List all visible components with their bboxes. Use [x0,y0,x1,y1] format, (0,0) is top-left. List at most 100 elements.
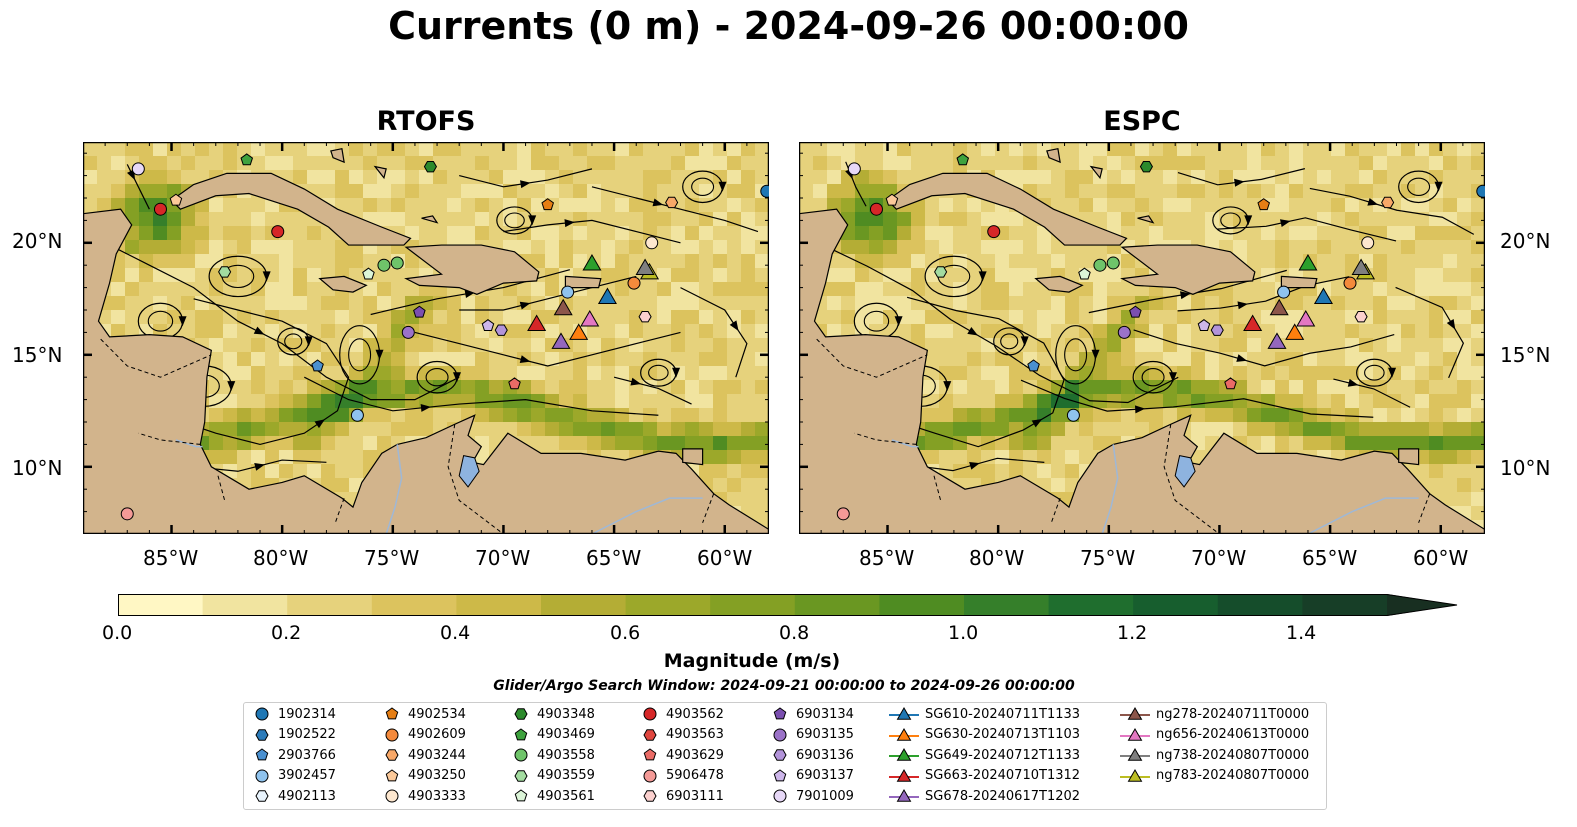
speed-cell [1331,198,1346,213]
speed-cell [1065,436,1080,451]
speed-cell [601,408,616,423]
speed-cell [1233,422,1248,437]
speed-cell [1345,296,1360,311]
speed-cell [1331,184,1346,199]
speed-cell [293,212,308,227]
speed-cell [1023,436,1038,451]
speed-cell [293,310,308,325]
speed-cell [615,240,630,255]
speed-cell [419,142,434,157]
speed-cell [1387,156,1402,171]
speed-cell [251,296,266,311]
speed-cell [629,408,644,423]
eddy-streamline [1407,177,1431,196]
speed-cell [1037,436,1052,451]
speed-cell [925,352,940,367]
speed-cell [615,142,630,157]
speed-cell [685,422,700,437]
speed-cell [1107,352,1122,367]
speed-cell [531,380,546,395]
eddy-streamline [691,177,715,196]
speed-cell [1359,170,1374,185]
speed-cell [1247,282,1262,297]
speed-cell [405,422,420,437]
speed-cell [911,226,926,241]
speed-cell [237,324,252,339]
speed-cell [559,142,574,157]
speed-cell [517,184,532,199]
speed-cell [573,240,588,255]
speed-cell [1443,184,1458,199]
speed-cell [223,296,238,311]
float-legend-marker [385,769,399,782]
speed-cell [1205,310,1220,325]
speed-cell [293,170,308,185]
speed-cell [1051,408,1066,423]
speed-cell [981,324,996,339]
speed-cell [1065,198,1080,213]
speed-cell [293,366,308,381]
speed-cell [755,492,769,507]
speed-cell [489,366,504,381]
speed-cell [475,422,490,437]
speed-cell [1009,296,1024,311]
speed-cell [1191,142,1206,157]
speed-cell [995,450,1010,465]
speed-cell [953,198,968,213]
legend-marker-shape [514,770,528,782]
streamline-arrow [1180,291,1191,300]
speed-cell [97,156,112,171]
speed-cell [573,380,588,395]
speed-cell [1261,296,1276,311]
speed-cell [153,268,168,283]
float-legend-marker [385,789,399,803]
speed-cell [545,240,560,255]
speed-cell [615,366,630,381]
country-border [1163,424,1220,534]
speed-cell [195,226,210,241]
speed-cell [405,184,420,199]
speed-cell [545,296,560,311]
speed-cell [939,212,954,227]
speed-cell [981,156,996,171]
speed-cell [489,408,504,423]
speed-cell [995,268,1010,283]
speed-cell [111,156,126,171]
speed-cell [251,198,266,213]
speed-cell [391,282,406,297]
speed-cell [419,352,434,367]
speed-cell [601,198,616,213]
speed-cell [629,352,644,367]
speed-cell [1065,352,1080,367]
speed-cell [1443,156,1458,171]
speed-cell [1135,226,1150,241]
colorbar-tick-label: 0.6 [610,622,641,644]
speed-cell [517,198,532,213]
speed-cell [741,352,756,367]
speed-cell [587,380,602,395]
speed-cell [1331,394,1346,409]
speed-cell [869,240,884,255]
speed-cell [953,394,968,409]
speed-cell [349,422,364,437]
speed-cell [1051,310,1066,325]
float-legend-marker [514,770,528,782]
legend-marker-shape [773,769,787,782]
streamline-arrow [1236,354,1248,362]
speed-cell [995,240,1010,255]
speed-cell [265,156,280,171]
speed-cell [1373,324,1388,339]
legend-item: SG610-20240711T1133 [889,705,1080,723]
speed-cell [531,198,546,213]
speed-cell [1261,212,1276,227]
speed-cell [1331,338,1346,353]
speed-cell [1009,254,1024,269]
speed-cell [1359,436,1374,451]
speed-cell [713,240,728,255]
legend-marker-shape [514,708,528,720]
speed-cell [307,226,322,241]
speed-cell [1471,338,1485,353]
speed-cell [741,282,756,297]
speed-cell [433,184,448,199]
speed-cell [643,394,658,409]
